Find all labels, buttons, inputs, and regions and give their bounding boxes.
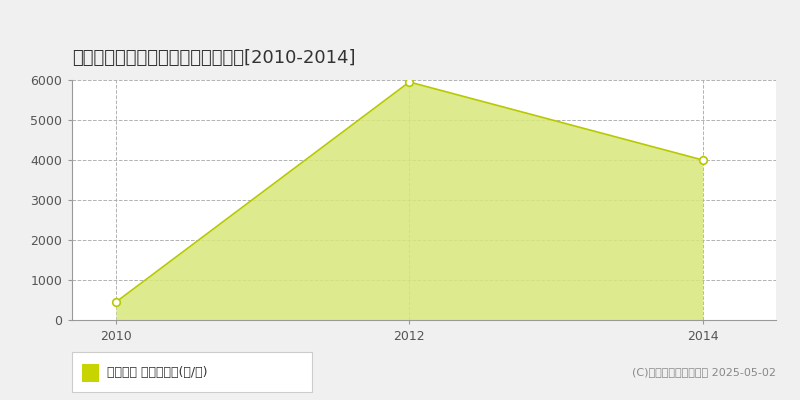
Text: 農地価格 平均坪単価(円/坪): 農地価格 平均坪単価(円/坪) (107, 366, 208, 378)
Text: (C)土地価格ドットコム 2025-05-02: (C)土地価格ドットコム 2025-05-02 (632, 367, 776, 377)
Text: 旭川市東鷹栖１３線　農地価格推移[2010-2014]: 旭川市東鷹栖１３線 農地価格推移[2010-2014] (72, 49, 355, 67)
Point (110, 299, 122, 305)
Point (403, 79, 416, 85)
Point (696, 157, 709, 163)
